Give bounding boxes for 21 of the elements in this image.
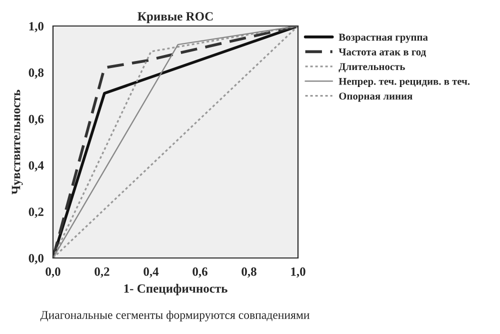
x-tick-label: 0,8 [242, 267, 256, 278]
text: Диагональные сегменты формируются совпадениями [40, 310, 310, 322]
y-axis-title: Чувствительность [12, 90, 23, 194]
x-tick-label: 0,4 [144, 267, 159, 278]
y-tick-label: 0,4 [28, 161, 44, 172]
legend-label: Непрер. теч. рецидив. в теч. [338, 78, 470, 87]
legend-label: Опорная линия [339, 92, 412, 102]
y-tick-label: 0,8 [28, 68, 44, 79]
y-tick-label: 0,2 [28, 208, 44, 218]
x-tick-label: 0,6 [192, 267, 208, 278]
x-tick-label: 0,2 [94, 267, 110, 278]
y-tick-label: 0,6 [28, 114, 44, 126]
chart-title: Кривые ROC [138, 12, 213, 24]
y-tick-label: 0,0 [28, 254, 44, 264]
legend-label: Частота атак в год [338, 48, 426, 58]
y-tick-label: 1,0 [29, 22, 44, 32]
x-tick-label: 0,0 [46, 267, 60, 278]
legend-label: Возрастная группа [338, 34, 428, 43]
x-tick-label: 1,0 [291, 267, 306, 278]
x-axis-title: 1- Специфичность [124, 284, 228, 296]
legend-label: Длительность [338, 63, 405, 72]
